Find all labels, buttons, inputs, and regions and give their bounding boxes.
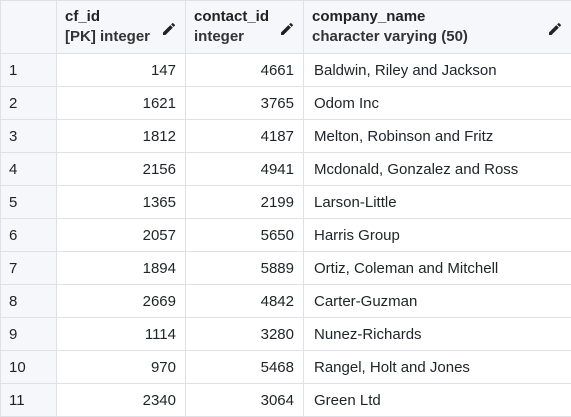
- row-number[interactable]: 8: [0, 284, 57, 318]
- cell-company-name[interactable]: Larson-Little: [303, 185, 571, 219]
- table-row[interactable]: 11 2340 3064 Green Ltd: [0, 383, 571, 417]
- column-type: character varying (50): [312, 28, 468, 45]
- cell-contact-id[interactable]: 3765: [185, 86, 304, 120]
- table-row[interactable]: 4 2156 4941 Mcdonald, Gonzalez and Ross: [0, 152, 571, 186]
- cell-cf-id[interactable]: 1812: [56, 119, 186, 153]
- cell-company-name[interactable]: Ortiz, Coleman and Mitchell: [303, 251, 571, 285]
- cell-company-name[interactable]: Mcdonald, Gonzalez and Ross: [303, 152, 571, 186]
- cell-cf-id[interactable]: 2340: [56, 383, 186, 417]
- pencil-icon[interactable]: [547, 21, 563, 37]
- table-row[interactable]: 7 1894 5889 Ortiz, Coleman and Mitchell: [0, 251, 571, 285]
- cell-cf-id[interactable]: 1365: [56, 185, 186, 219]
- cell-company-name[interactable]: Green Ltd: [303, 383, 571, 417]
- column-name: cf_id: [65, 8, 101, 25]
- column-type: integer: [194, 28, 245, 45]
- cell-cf-id[interactable]: 970: [56, 350, 186, 384]
- cell-contact-id[interactable]: 2199: [185, 185, 304, 219]
- table-row[interactable]: 1 147 4661 Baldwin, Riley and Jackson: [0, 53, 571, 87]
- pencil-icon[interactable]: [279, 21, 295, 37]
- column-name: company_name: [312, 8, 426, 25]
- cell-cf-id[interactable]: 2057: [56, 218, 186, 252]
- cell-contact-id[interactable]: 4187: [185, 119, 304, 153]
- table-row[interactable]: 6 2057 5650 Harris Group: [0, 218, 571, 252]
- column-header-contact-id[interactable]: contact_id integer: [185, 0, 304, 54]
- cell-cf-id[interactable]: 1114: [56, 317, 186, 351]
- table-row[interactable]: 5 1365 2199 Larson-Little: [0, 185, 571, 219]
- column-header-cf-id[interactable]: cf_id [PK] integer: [56, 0, 186, 54]
- cell-contact-id[interactable]: 4842: [185, 284, 304, 318]
- row-number[interactable]: 9: [0, 317, 57, 351]
- cell-contact-id[interactable]: 3064: [185, 383, 304, 417]
- cell-contact-id[interactable]: 4661: [185, 53, 304, 87]
- cell-cf-id[interactable]: 1894: [56, 251, 186, 285]
- cell-company-name[interactable]: Baldwin, Riley and Jackson: [303, 53, 571, 87]
- row-number[interactable]: 11: [0, 383, 57, 417]
- row-number-header[interactable]: [0, 0, 57, 54]
- row-number[interactable]: 10: [0, 350, 57, 384]
- cell-cf-id[interactable]: 1621: [56, 86, 186, 120]
- cell-company-name[interactable]: Melton, Robinson and Fritz: [303, 119, 571, 153]
- row-number[interactable]: 6: [0, 218, 57, 252]
- cell-cf-id[interactable]: 2156: [56, 152, 186, 186]
- table-row[interactable]: 8 2669 4842 Carter-Guzman: [0, 284, 571, 318]
- column-name: contact_id: [194, 8, 270, 25]
- table-row[interactable]: 9 1114 3280 Nunez-Richards: [0, 317, 571, 351]
- cell-contact-id[interactable]: 4941: [185, 152, 304, 186]
- cell-company-name[interactable]: Rangel, Holt and Jones: [303, 350, 571, 384]
- row-number[interactable]: 2: [0, 86, 57, 120]
- header-row: cf_id [PK] integer contact_id integer co…: [0, 0, 571, 54]
- table-row[interactable]: 2 1621 3765 Odom Inc: [0, 86, 571, 120]
- cell-company-name[interactable]: Odom Inc: [303, 86, 571, 120]
- cell-cf-id[interactable]: 2669: [56, 284, 186, 318]
- cell-contact-id[interactable]: 3280: [185, 317, 304, 351]
- table-row[interactable]: 10 970 5468 Rangel, Holt and Jones: [0, 350, 571, 384]
- row-number[interactable]: 5: [0, 185, 57, 219]
- row-number[interactable]: 1: [0, 53, 57, 87]
- cell-contact-id[interactable]: 5889: [185, 251, 304, 285]
- row-number[interactable]: 3: [0, 119, 57, 153]
- table-row[interactable]: 3 1812 4187 Melton, Robinson and Fritz: [0, 119, 571, 153]
- column-header-company-name[interactable]: company_name character varying (50): [303, 0, 571, 54]
- cell-company-name[interactable]: Harris Group: [303, 218, 571, 252]
- cell-contact-id[interactable]: 5650: [185, 218, 304, 252]
- cell-company-name[interactable]: Carter-Guzman: [303, 284, 571, 318]
- row-number[interactable]: 7: [0, 251, 57, 285]
- row-number[interactable]: 4: [0, 152, 57, 186]
- cell-contact-id[interactable]: 5468: [185, 350, 304, 384]
- column-type: [PK] integer: [65, 28, 151, 45]
- pencil-icon[interactable]: [161, 21, 177, 37]
- cell-cf-id[interactable]: 147: [56, 53, 186, 87]
- cell-company-name[interactable]: Nunez-Richards: [303, 317, 571, 351]
